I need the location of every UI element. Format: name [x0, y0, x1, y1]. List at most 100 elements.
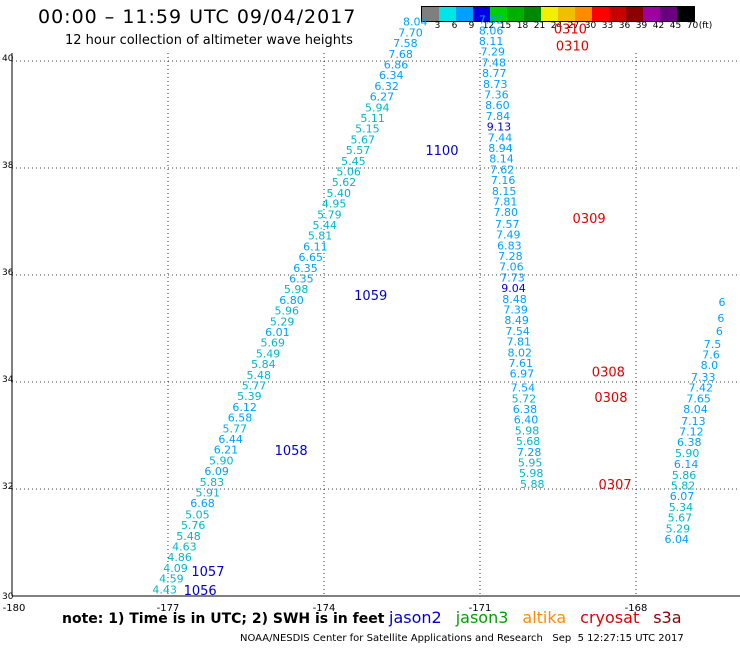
swh-value-jason2: 4.95	[322, 198, 347, 211]
swh-value-jason2: 6.11	[303, 240, 328, 253]
swh-value-cryosat: 7.06	[499, 261, 524, 274]
swh-value-jason2: 5.94	[365, 101, 390, 114]
y-tick-label: 40	[2, 54, 14, 64]
swh-value-cryosat: 5.98	[515, 424, 540, 437]
swh-value-cryosat: 9.13	[487, 121, 512, 134]
time-label-jason2: 1058	[275, 444, 308, 459]
swh-value-altika: 5.34	[669, 501, 694, 514]
swh-value-cryosat: 7.29	[480, 46, 505, 59]
x-tick-label: -177	[157, 603, 180, 614]
scale-swatch-21	[524, 7, 541, 21]
swh-value-jason2: 5.44	[313, 219, 338, 232]
scale-unit-label: (ft)	[698, 21, 713, 31]
swh-value-cryosat: 7.54	[505, 325, 530, 338]
color-scale-bar	[421, 6, 695, 22]
swh-value-altika: 5.90	[675, 447, 700, 460]
swh-value-cryosat: 9.04	[501, 282, 526, 295]
swh-value-cryosat: 7.28	[517, 446, 542, 459]
swh-value-jason2: 4.63	[172, 541, 197, 554]
swh-value-cryosat: 5.68	[516, 435, 541, 448]
page-subtitle: 12 hour collection of altimeter wave hei…	[65, 33, 353, 48]
swh-value-cryosat: 7.81	[493, 195, 518, 208]
scale-label-30: 30	[584, 21, 597, 31]
swh-value-altika: 8.04	[683, 403, 708, 416]
swh-value-jason2: 5.90	[209, 454, 234, 467]
swh-value-jason2: 7.70	[398, 26, 423, 39]
swh-value-altika: 6	[718, 296, 725, 309]
swh-value-cryosat: 5.98	[519, 467, 544, 480]
swh-value-cryosat: 8.94	[488, 142, 513, 155]
swh-value-altika: 6.04	[665, 533, 690, 546]
swh-value-cryosat: 8.49	[504, 314, 529, 327]
swh-value-cryosat: 8.77	[482, 67, 507, 80]
time-label-cryosat: 0309	[573, 212, 606, 227]
scale-label-18: 18	[516, 21, 529, 31]
scale-swatch-33	[592, 7, 609, 21]
swh-value-cryosat: 8.60	[485, 99, 510, 112]
swh-value-altika: 7.42	[688, 382, 713, 395]
swh-value-jason2: 5.77	[223, 422, 248, 435]
swh-value-altika: 7.5	[704, 338, 722, 351]
swh-value-altika: 7.65	[686, 392, 711, 405]
scale-swatch-24	[541, 7, 558, 21]
swh-value-cryosat: 5.72	[512, 392, 537, 405]
swh-value-jason2: 4.59	[159, 573, 184, 586]
swh-value-jason2: 6.12	[232, 401, 257, 414]
scale-swatch-70	[677, 7, 694, 21]
time-label-cryosat: 0308	[592, 366, 625, 381]
swh-value-altika: 6	[717, 312, 724, 325]
swh-value-cryosat: 8.48	[502, 293, 527, 306]
swh-value-jason2: 6.80	[279, 294, 304, 307]
swh-value-altika: 7.12	[679, 426, 704, 439]
scale-label-70: 70	[686, 21, 699, 31]
swh-value-jason2: 5.91	[196, 486, 221, 499]
time-label-jason2: 1059	[354, 289, 387, 304]
scale-label-45: 45	[669, 21, 682, 31]
scale-label-42: 42	[652, 21, 665, 31]
swh-value-altika: 6.14	[674, 458, 699, 471]
swh-value-jason2: 6.58	[228, 412, 253, 425]
swh-value-cryosat: 8.06	[479, 24, 504, 37]
swh-value-jason2: 6.35	[289, 272, 314, 285]
swh-value-jason2: 6.27	[370, 91, 395, 104]
swh-value-altika: 6.38	[677, 436, 702, 449]
swh-value-cryosat: 8.73	[483, 78, 508, 91]
swh-value-jason2: 4.43	[152, 583, 177, 596]
y-tick-label: 36	[2, 268, 14, 278]
scale-label-27: 27	[567, 21, 580, 31]
swh-value-jason2: 5.15	[355, 123, 380, 136]
scale-label-15: 15	[499, 21, 512, 31]
swh-value-cryosat: 7.73	[500, 271, 525, 284]
swh-value-jason2: 5.06	[336, 165, 361, 178]
scale-swatch-42	[643, 7, 660, 21]
y-tick-label: 32	[2, 482, 13, 492]
x-tick-label: -168	[625, 603, 648, 614]
scale-swatch-3	[422, 7, 439, 21]
footer-credit: NOAA/NESDIS Center for Satellite Applica…	[240, 633, 684, 644]
swh-value-jason2: 5.98	[284, 283, 309, 296]
scale-swatch-39	[626, 7, 643, 21]
units-note: note: 1) Time is in UTC; 2) SWH is in fe…	[62, 611, 385, 627]
legend-item-s3a: s3a	[653, 608, 682, 627]
swh-value-altika: 7.6	[702, 348, 720, 361]
swh-value-cryosat: 7.54	[511, 382, 536, 395]
scale-label-33: 33	[601, 21, 614, 31]
time-label-cryosat: 0310	[556, 39, 589, 54]
swh-value-jason2: 5.11	[360, 112, 385, 125]
swh-value-cryosat: 8.15	[492, 185, 517, 198]
swh-value-cryosat: 7.28	[498, 250, 523, 263]
swh-value-jason2: 5.69	[261, 337, 286, 350]
swh-value-cryosat: 7.49	[496, 229, 521, 242]
swh-value-altika: 5.67	[668, 512, 693, 525]
time-label-cryosat: 0310	[554, 23, 587, 38]
swh-value-jason2: 6.01	[265, 326, 290, 339]
swh-value-cryosat: 6.40	[514, 414, 539, 427]
time-label-cryosat: 0307	[599, 478, 632, 493]
legend-item-cryosat: cryosat	[580, 608, 640, 627]
swh-value-cryosat: 7.62	[479, 14, 504, 27]
swh-value-cryosat: 7.62	[490, 163, 515, 176]
scale-swatch-30	[575, 7, 592, 21]
swh-value-altika: 6.07	[670, 490, 695, 503]
swh-value-jason2: 4.09	[163, 562, 188, 575]
scale-label-3: 3	[434, 21, 441, 31]
